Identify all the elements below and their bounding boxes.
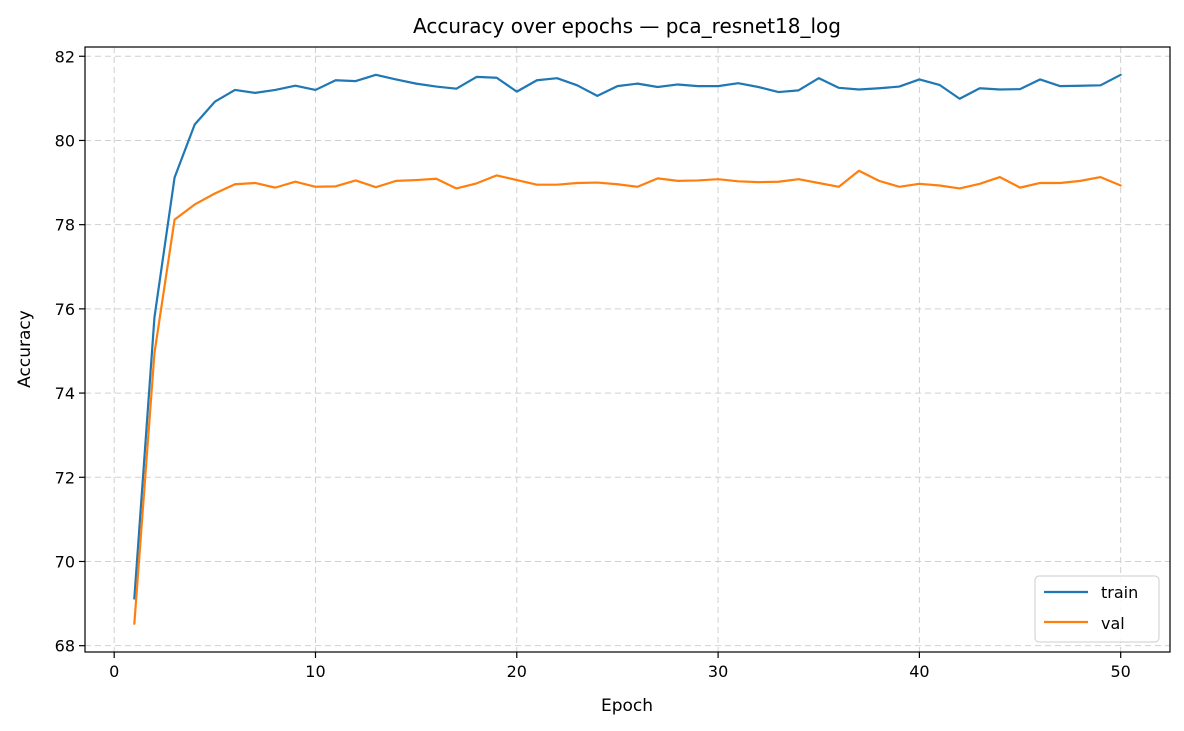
legend: train val (1034, 575, 1160, 643)
y-tick-label: 76 (55, 300, 75, 319)
plot-frame (84, 46, 1171, 653)
legend-label-train: train (1101, 583, 1138, 602)
series-layer (133, 73, 1122, 625)
series-line-val (133, 169, 1122, 625)
chart-title: Accuracy over epochs — pca_resnet18_log (413, 14, 841, 38)
x-tick-label: 50 (1111, 662, 1131, 681)
legend-box (1034, 575, 1160, 643)
x-axis: 0 10 20 30 40 50 (109, 652, 1131, 681)
y-tick-label: 74 (55, 384, 75, 403)
y-tick-label: 72 (55, 468, 75, 487)
y-tick-label: 80 (55, 131, 75, 150)
x-tick-label: 40 (909, 662, 929, 681)
y-tick-label: 78 (55, 216, 75, 235)
x-tick-label: 20 (507, 662, 527, 681)
y-axis-label: Accuracy (15, 310, 35, 388)
grid (85, 47, 1170, 652)
y-tick-label: 70 (55, 552, 75, 571)
x-axis-label: Epoch (601, 696, 653, 716)
x-tick-label: 10 (305, 662, 325, 681)
legend-label-val: val (1101, 614, 1125, 633)
y-tick-label: 68 (55, 637, 75, 656)
y-tick-label: 82 (55, 47, 75, 66)
x-tick-label: 0 (109, 662, 119, 681)
series-line-train (133, 73, 1122, 600)
x-tick-label: 30 (708, 662, 728, 681)
y-axis: 68 70 72 74 76 78 80 82 (55, 47, 85, 656)
